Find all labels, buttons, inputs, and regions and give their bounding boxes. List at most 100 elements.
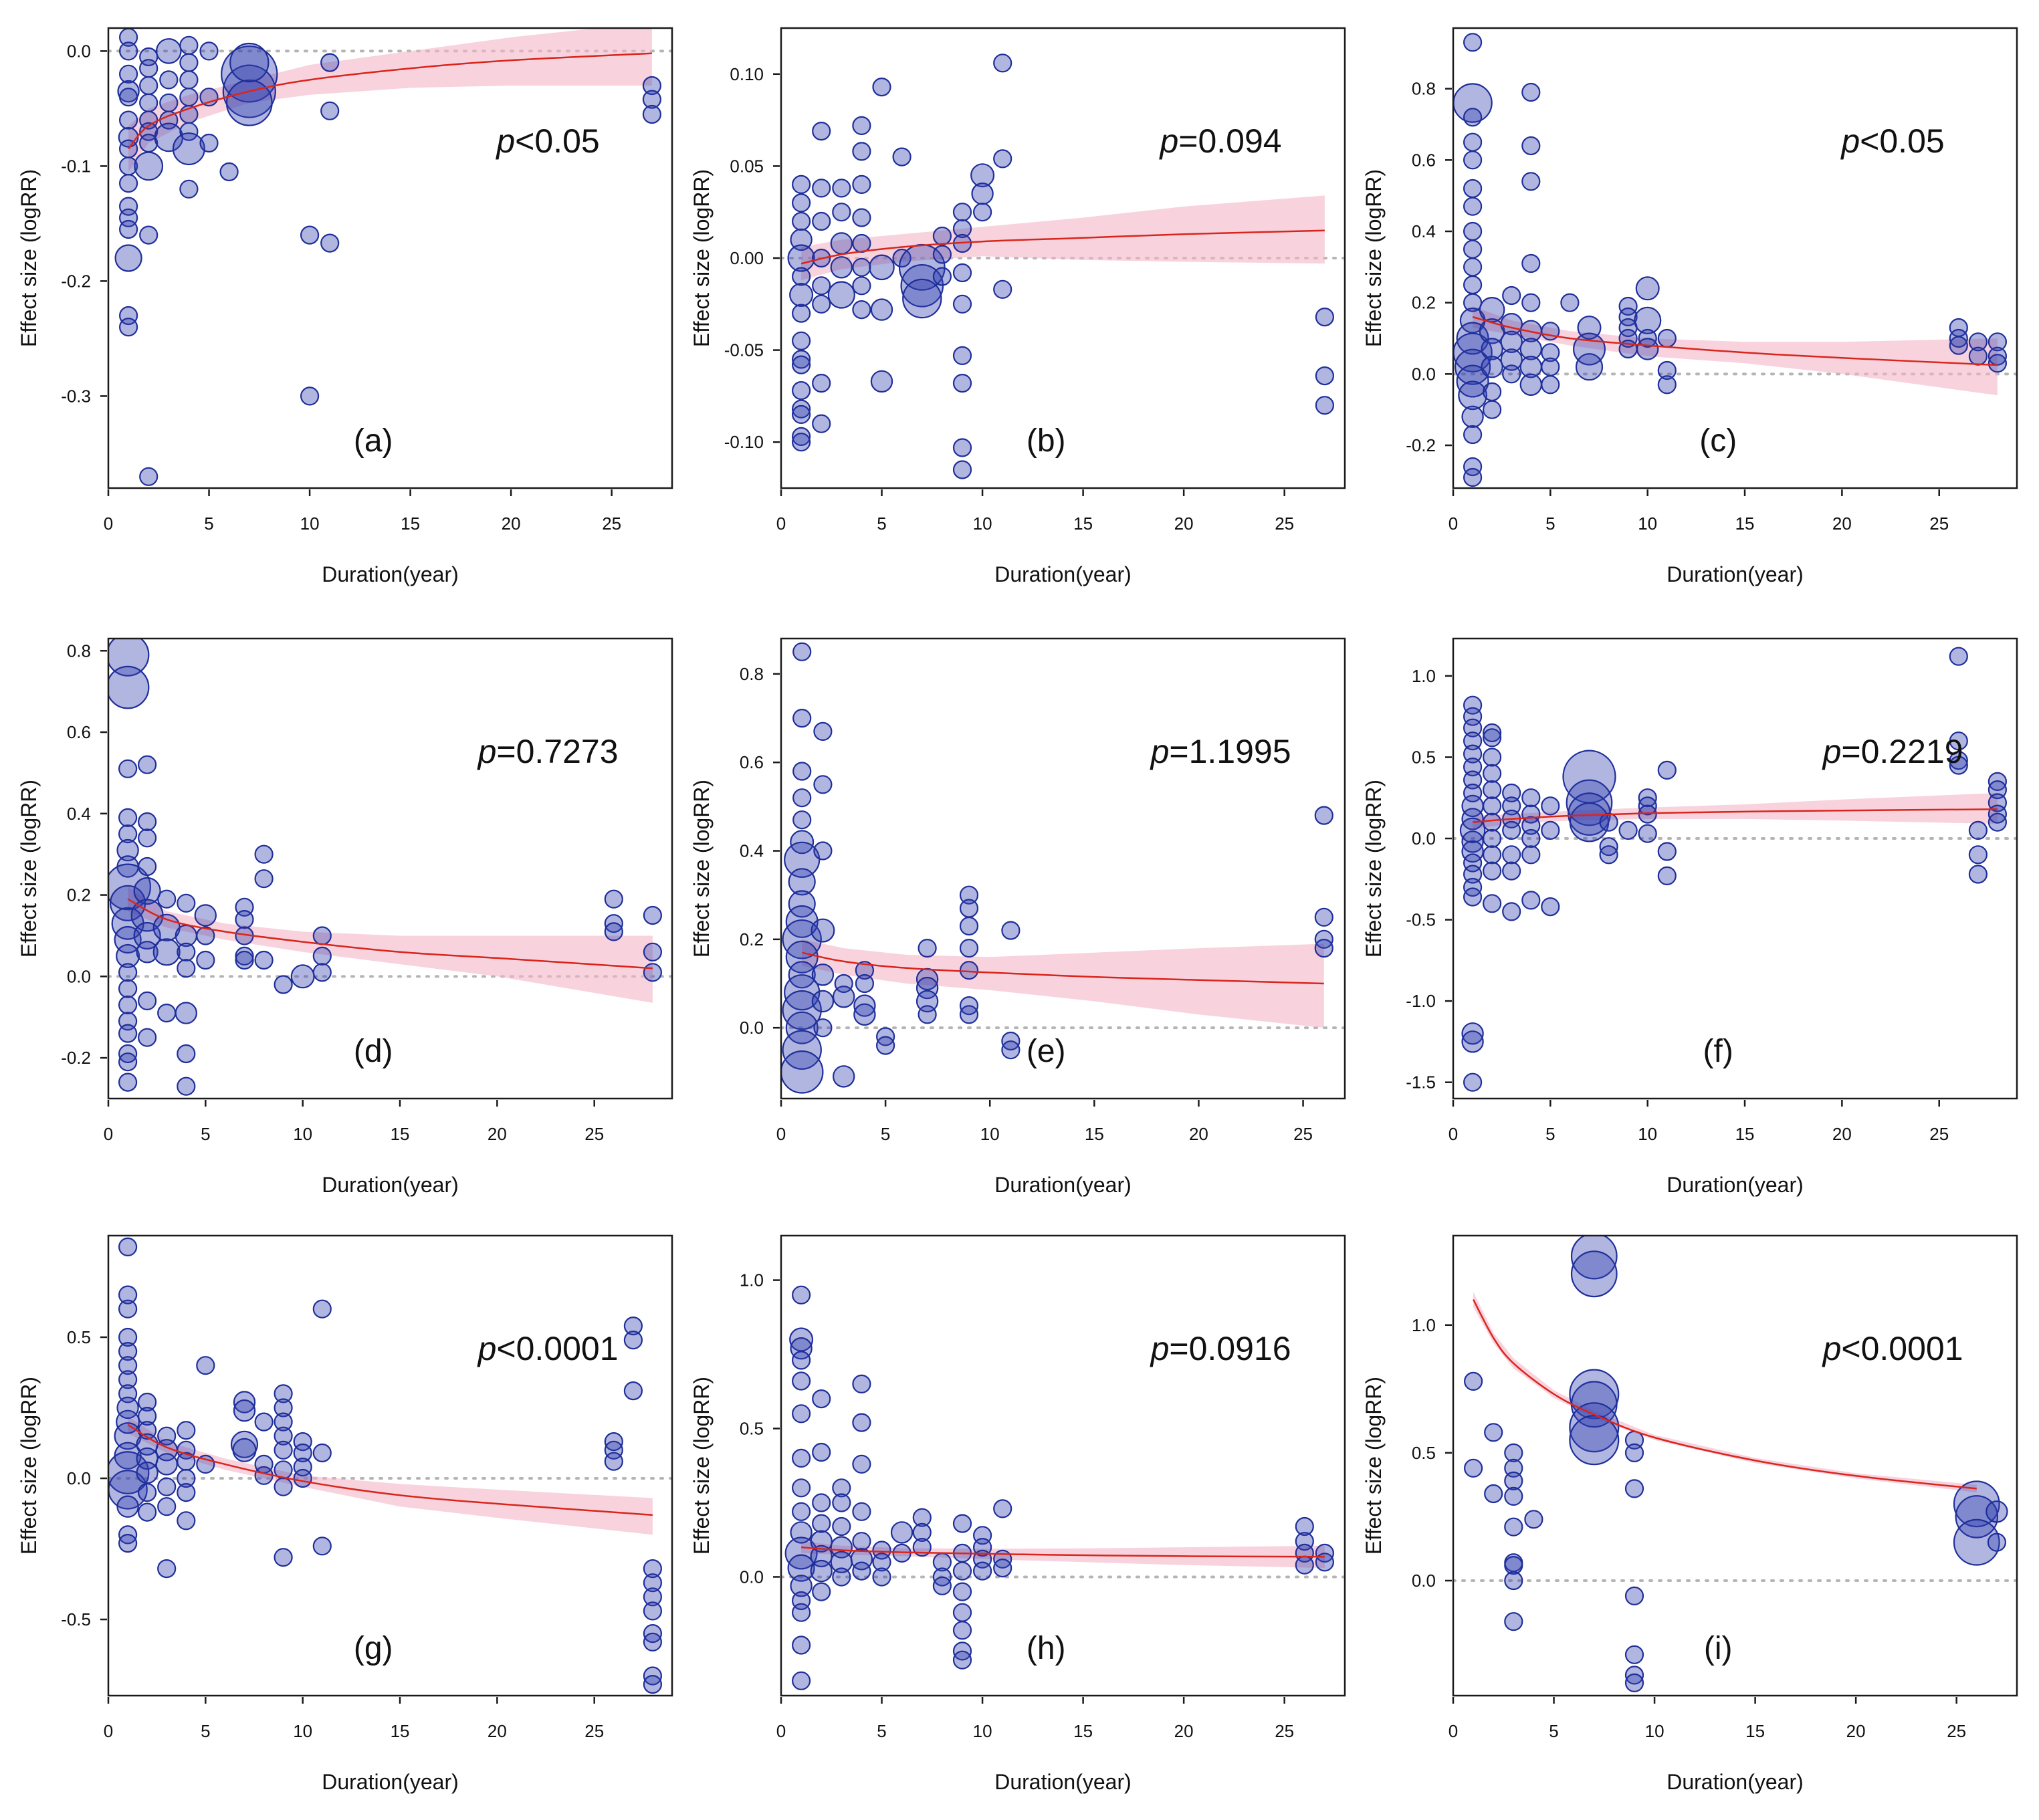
data-point	[1463, 425, 1483, 445]
data-point	[993, 149, 1012, 168]
data-point	[852, 1454, 871, 1474]
data-point	[117, 80, 140, 103]
y-axis-title: Effect size (logRR)	[689, 1377, 714, 1555]
data-point	[643, 1559, 663, 1579]
data-point	[890, 1521, 914, 1544]
data-point	[1949, 751, 1968, 770]
data-point	[139, 467, 158, 486]
data-point	[1463, 731, 1483, 751]
data-point	[952, 1561, 972, 1581]
data-point	[791, 1351, 811, 1370]
data-point	[830, 232, 853, 255]
data-point	[832, 1065, 855, 1088]
p-value: p=0.0916	[1150, 1330, 1291, 1367]
x-tick-label: 15	[391, 1124, 410, 1144]
data-point	[118, 1327, 138, 1347]
data-point	[643, 1675, 663, 1694]
data-point	[1001, 1040, 1021, 1060]
data-point	[138, 1483, 157, 1502]
data-point	[812, 1442, 831, 1462]
data-point	[274, 1477, 293, 1496]
panel-frame	[107, 637, 673, 1100]
data-point	[118, 1341, 138, 1361]
p-value-operator: <	[496, 1330, 516, 1367]
data-point	[855, 961, 875, 980]
fit-line	[1472, 808, 1998, 823]
data-point	[813, 775, 833, 794]
data-point	[312, 963, 332, 982]
data-point	[643, 1587, 663, 1607]
data-point	[1315, 366, 1335, 386]
data-point	[870, 370, 893, 393]
data-point	[136, 1461, 158, 1484]
data-point	[1483, 728, 1502, 748]
data-point	[1463, 865, 1483, 884]
data-point	[1634, 306, 1662, 334]
data-point	[274, 1440, 293, 1460]
data-point	[852, 1561, 871, 1581]
data-point	[1577, 316, 1602, 340]
data-point	[1541, 820, 1560, 840]
plot-area-a	[108, 28, 672, 486]
data-point	[827, 281, 855, 309]
x-tick-label: 10	[973, 1721, 992, 1741]
data-point	[312, 926, 332, 945]
data-point	[119, 41, 138, 61]
x-tick-label: 25	[1275, 514, 1294, 534]
data-point	[959, 1005, 979, 1024]
data-point	[1624, 1645, 1644, 1664]
data-point	[1624, 1586, 1644, 1605]
data-point	[918, 1005, 937, 1024]
plot-area-d	[108, 639, 672, 1096]
data-point	[971, 183, 994, 205]
data-point	[790, 228, 813, 251]
data-point	[792, 762, 812, 781]
x-tick-label: 15	[1085, 1124, 1104, 1144]
data-point	[791, 1671, 811, 1690]
data-point	[1504, 1517, 1523, 1537]
data-point	[108, 863, 151, 911]
x-tick-label: 0	[776, 514, 786, 534]
data-point	[1635, 276, 1660, 301]
p-value: p<0.0001	[477, 1330, 619, 1367]
x-tick-label: 20	[502, 514, 521, 534]
fit-line	[801, 951, 1324, 985]
p-value-number: 1.1995	[1189, 733, 1291, 770]
y-tick-label: 0.0	[67, 966, 91, 986]
data-point	[932, 267, 952, 286]
panel-frame	[1452, 637, 2018, 1100]
data-point	[1504, 1612, 1523, 1631]
x-tick-label: 20	[1846, 1721, 1866, 1741]
data-point	[872, 78, 891, 97]
data-point	[1463, 757, 1483, 777]
data-point	[959, 961, 979, 980]
panel-c: 0 5 10 15 20 25 Duration(year) 0.8 0.6 0.4 0.2 0.0 -…	[1362, 27, 2018, 586]
data-point	[1483, 796, 1502, 816]
data-point	[1541, 897, 1560, 917]
data-point	[1624, 1443, 1644, 1462]
y-tick-label: 0.6	[740, 752, 764, 772]
data-point	[108, 665, 150, 709]
data-point	[1657, 375, 1677, 394]
data-point	[274, 1426, 293, 1446]
x-tick-label: 25	[602, 514, 621, 534]
x-tick-label: 10	[1638, 514, 1657, 534]
y-axis-title: Effect size (logRR)	[1362, 780, 1386, 957]
data-point	[1483, 748, 1502, 767]
fit-line	[127, 898, 653, 970]
panel-frame	[107, 27, 673, 489]
data-point	[1001, 921, 1021, 940]
data-point	[1483, 780, 1502, 800]
data-point	[254, 950, 274, 970]
data-point	[179, 53, 199, 72]
data-point	[791, 1448, 811, 1468]
data-point	[852, 1532, 871, 1551]
data-point	[791, 175, 811, 194]
data-point	[952, 263, 972, 283]
data-point	[1521, 293, 1541, 312]
x-tick-label: 5	[877, 514, 886, 534]
x-tick-label: 20	[1174, 514, 1194, 534]
x-tick-label: 5	[877, 1721, 886, 1741]
p-value: p<0.0001	[1822, 1330, 1963, 1367]
x-axis-title: Duration(year)	[994, 1770, 1132, 1794]
